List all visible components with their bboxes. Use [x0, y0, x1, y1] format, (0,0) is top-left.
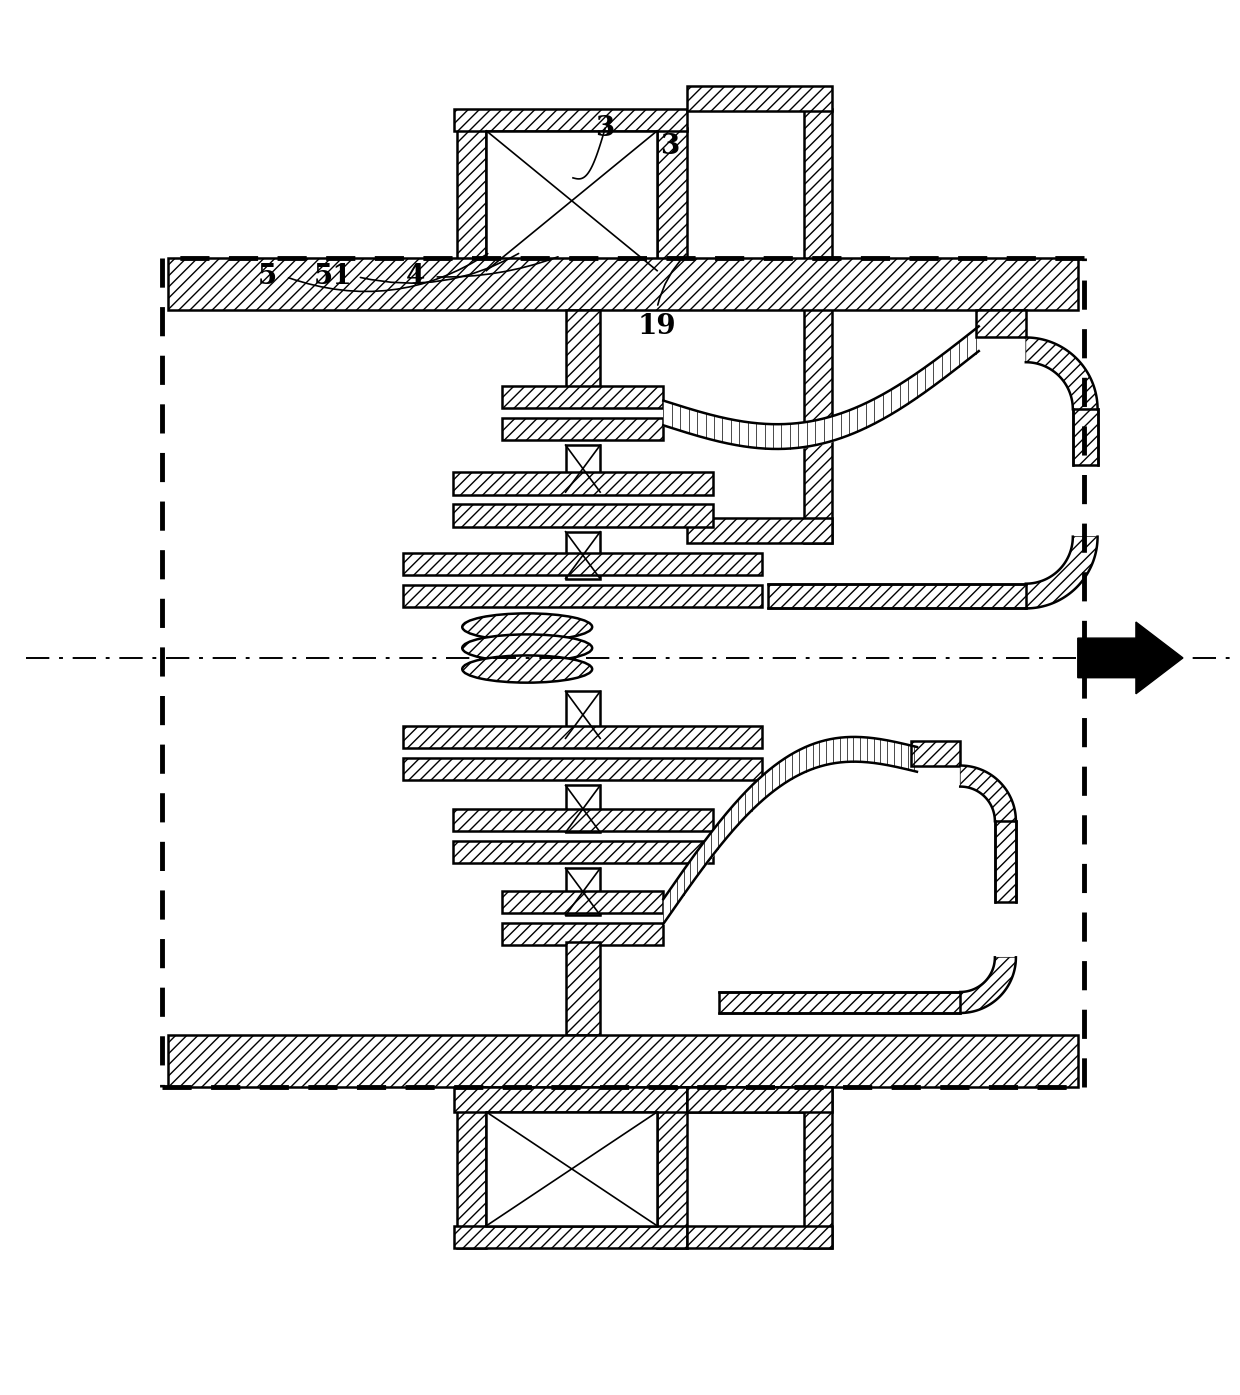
Bar — [454, 1226, 687, 1249]
Bar — [453, 473, 713, 495]
Bar — [565, 943, 600, 1035]
Bar — [687, 1226, 832, 1249]
Bar — [502, 418, 663, 441]
Bar — [687, 86, 832, 112]
Text: 4: 4 — [407, 264, 425, 290]
Bar — [486, 131, 657, 271]
Bar — [687, 1087, 805, 1112]
Bar — [719, 992, 960, 1013]
Bar — [687, 518, 832, 543]
Bar — [502, 922, 663, 944]
Bar — [565, 868, 600, 915]
Bar — [657, 1087, 687, 1249]
Ellipse shape — [463, 656, 593, 682]
Polygon shape — [1025, 537, 1097, 608]
Text: 19: 19 — [637, 312, 677, 340]
Bar — [169, 258, 1078, 310]
Bar — [565, 692, 600, 738]
Bar — [453, 505, 713, 527]
Ellipse shape — [463, 614, 593, 640]
Bar — [687, 268, 805, 293]
Bar — [565, 785, 600, 833]
Bar — [1073, 409, 1097, 465]
Text: 3: 3 — [595, 114, 615, 142]
Bar — [805, 109, 832, 543]
Polygon shape — [960, 957, 1016, 1013]
Bar — [169, 1035, 1078, 1087]
Text: 5: 5 — [258, 264, 277, 290]
Bar — [976, 310, 1025, 338]
Bar — [910, 741, 960, 766]
Bar — [565, 310, 600, 403]
Bar — [454, 1087, 687, 1112]
Ellipse shape — [463, 635, 593, 661]
Polygon shape — [960, 766, 1016, 822]
Bar — [454, 268, 687, 293]
Bar — [403, 552, 763, 575]
Text: 51: 51 — [314, 264, 352, 290]
Bar — [456, 1087, 486, 1249]
Bar — [502, 386, 663, 407]
Bar — [657, 128, 687, 271]
Bar — [403, 725, 763, 748]
Bar — [565, 531, 600, 579]
Polygon shape — [1025, 338, 1097, 409]
Bar — [403, 585, 763, 607]
Bar — [456, 128, 486, 271]
FancyArrow shape — [1078, 622, 1183, 693]
Bar — [453, 809, 713, 831]
Bar — [502, 890, 663, 912]
Bar — [486, 1112, 657, 1226]
Bar — [769, 583, 1025, 608]
Bar — [565, 445, 600, 492]
Bar — [403, 757, 763, 780]
Bar — [454, 109, 687, 131]
Bar — [994, 822, 1016, 901]
Text: 3: 3 — [660, 134, 680, 160]
Bar — [805, 1087, 832, 1249]
Bar — [687, 1087, 832, 1112]
Bar — [453, 841, 713, 864]
